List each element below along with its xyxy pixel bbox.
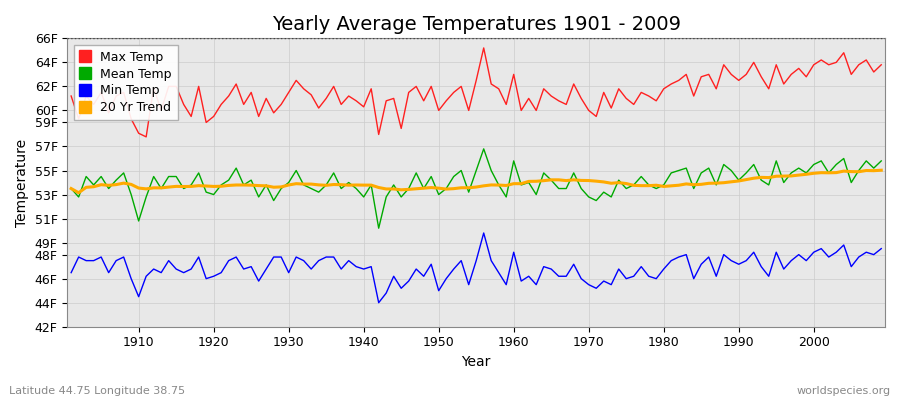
Text: worldspecies.org: worldspecies.org [796,386,891,396]
Title: Yearly Average Temperatures 1901 - 2009: Yearly Average Temperatures 1901 - 2009 [272,15,680,34]
Legend: Max Temp, Mean Temp, Min Temp, 20 Yr Trend: Max Temp, Mean Temp, Min Temp, 20 Yr Tre… [74,44,177,120]
Y-axis label: Temperature: Temperature [15,138,29,226]
Text: Latitude 44.75 Longitude 38.75: Latitude 44.75 Longitude 38.75 [9,386,185,396]
X-axis label: Year: Year [462,355,490,369]
